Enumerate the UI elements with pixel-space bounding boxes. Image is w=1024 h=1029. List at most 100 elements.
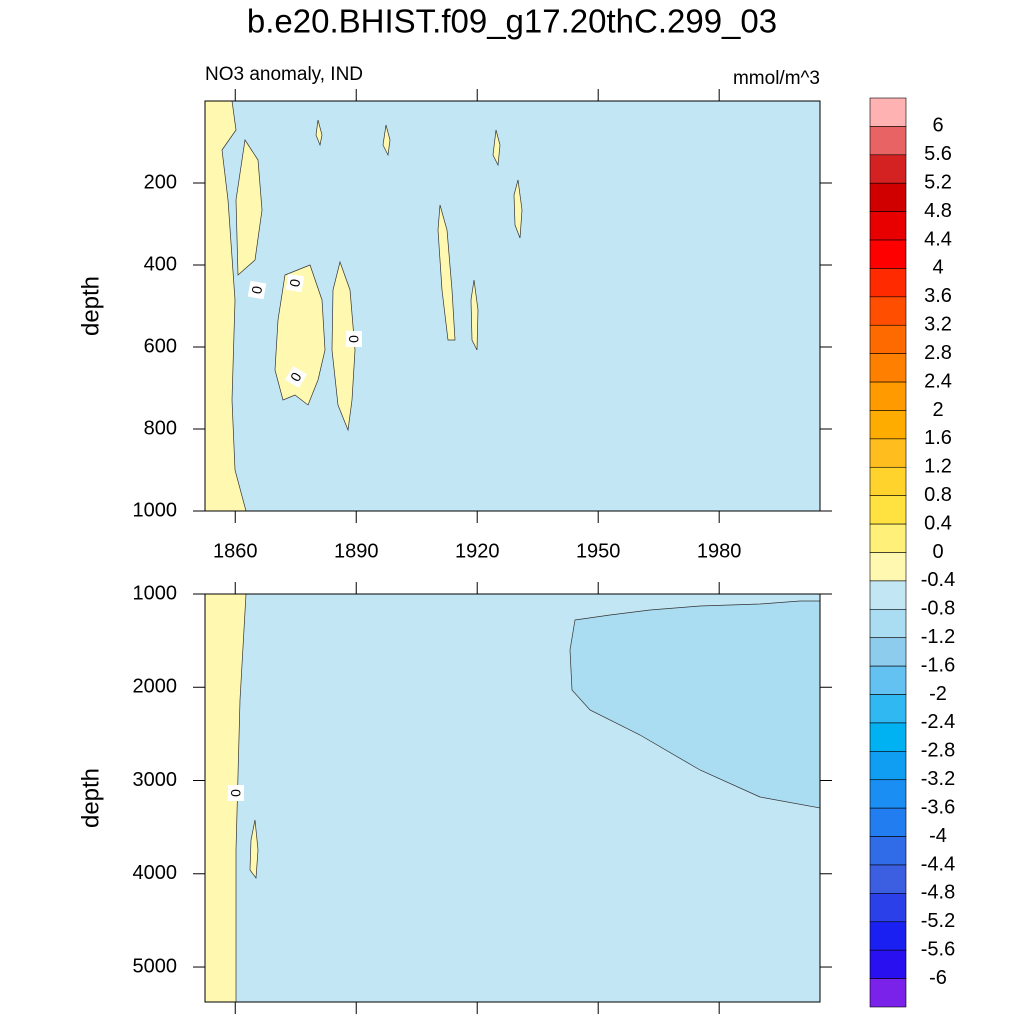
colorbar-label: -4.8 bbox=[921, 882, 955, 904]
colorbar-label: 2.8 bbox=[924, 342, 952, 364]
colorbar-label: -0.8 bbox=[921, 598, 955, 620]
colorbar-label: -6 bbox=[929, 967, 947, 989]
colorbar-label: -3.6 bbox=[921, 796, 955, 818]
y-tick-label: 4000 bbox=[133, 862, 178, 884]
colorbar-label: 1.2 bbox=[924, 456, 952, 478]
colorbar-label: -2.8 bbox=[921, 740, 955, 762]
colorbar-label: 5.6 bbox=[924, 143, 952, 165]
colorbar-label: -5.2 bbox=[921, 910, 955, 932]
colorbar-box bbox=[869, 921, 907, 951]
colorbar-label: 2 bbox=[932, 399, 943, 421]
y-axis-label: depth bbox=[77, 276, 104, 336]
colorbar-box bbox=[869, 324, 907, 354]
colorbar-box bbox=[869, 126, 907, 156]
colorbar-box bbox=[869, 296, 907, 326]
colorbar-label: 4.8 bbox=[924, 200, 952, 222]
contour-region bbox=[274, 264, 326, 406]
contour-label: 0 bbox=[346, 335, 362, 343]
colorbar-box bbox=[869, 836, 907, 866]
colorbar-box bbox=[869, 637, 907, 667]
colorbar-box bbox=[869, 978, 907, 1008]
colorbar-label: 0 bbox=[932, 541, 943, 563]
colorbar-box bbox=[869, 665, 907, 695]
colorbar-box bbox=[869, 864, 907, 894]
contour-region bbox=[513, 179, 523, 239]
colorbar-box bbox=[869, 694, 907, 724]
contour-label-box bbox=[346, 331, 362, 347]
colorbar-box bbox=[869, 751, 907, 781]
colorbar-box bbox=[869, 580, 907, 610]
colorbar-label: 0.4 bbox=[924, 512, 952, 534]
contour-label: 0 bbox=[228, 789, 244, 797]
plot-frame bbox=[204, 593, 821, 1003]
contour-label-group: 0 bbox=[285, 273, 305, 293]
contour-region bbox=[249, 819, 259, 879]
contour-label-group: 0 bbox=[228, 785, 244, 801]
colorbar-box bbox=[869, 523, 907, 553]
colorbar-box bbox=[869, 807, 907, 837]
colorbar-label: -2.4 bbox=[921, 711, 955, 733]
contour-label-group: 0 bbox=[247, 280, 267, 300]
contour-region bbox=[437, 204, 456, 341]
plot-frame bbox=[204, 100, 821, 512]
chart-title: b.e20.BHIST.f09_g17.20thC.299_03 bbox=[247, 3, 777, 40]
contour-region bbox=[331, 260, 356, 432]
contour-region bbox=[492, 129, 501, 167]
y-tick-label: 400 bbox=[144, 253, 177, 275]
colorbar-label: -1.6 bbox=[921, 654, 955, 676]
colorbar-box bbox=[869, 353, 907, 383]
y-tick-label: 600 bbox=[144, 335, 177, 357]
colorbar-label: -5.6 bbox=[921, 938, 955, 960]
contour-label-group: 0 bbox=[285, 366, 307, 388]
y-axis-label: depth bbox=[77, 768, 104, 828]
left-label: NO3 anomaly, IND bbox=[205, 64, 363, 85]
x-tick-label: 1950 bbox=[576, 540, 621, 562]
colorbar-box bbox=[869, 381, 907, 411]
contour-label-box bbox=[285, 366, 307, 388]
contour-label: 0 bbox=[286, 278, 303, 289]
colorbar-box bbox=[869, 466, 907, 496]
colorbar-label: -4.4 bbox=[921, 853, 955, 875]
colorbar-label: -4 bbox=[929, 825, 947, 847]
colorbar-box bbox=[869, 438, 907, 468]
y-tick-label: 5000 bbox=[133, 955, 178, 977]
colorbar-box bbox=[869, 495, 907, 525]
contour-region bbox=[235, 139, 263, 276]
contour-region bbox=[470, 279, 479, 351]
y-tick-label: 1000 bbox=[133, 499, 178, 521]
contour-label-group: 0 bbox=[346, 331, 362, 347]
y-tick-label: 1000 bbox=[133, 582, 178, 604]
colorbar-box bbox=[869, 552, 907, 582]
colorbar-label: -2 bbox=[929, 683, 947, 705]
colorbar-box bbox=[869, 949, 907, 979]
colorbar-box bbox=[869, 779, 907, 809]
colorbar-label: -1.2 bbox=[921, 626, 955, 648]
colorbar-box bbox=[869, 410, 907, 440]
contour-label: 0 bbox=[248, 285, 265, 296]
colorbar-label: 5.2 bbox=[924, 172, 952, 194]
y-tick-label: 200 bbox=[144, 171, 177, 193]
colorbar-label: 4 bbox=[932, 257, 943, 279]
colorbar-box bbox=[869, 893, 907, 923]
x-tick-label: 1890 bbox=[334, 540, 379, 562]
colorbar-box bbox=[869, 268, 907, 298]
colorbar-label: 6 bbox=[932, 115, 943, 137]
contour-region bbox=[382, 124, 391, 157]
contour-label-box bbox=[285, 273, 305, 293]
colorbar-label: 2.4 bbox=[924, 370, 952, 392]
x-tick-label: 1920 bbox=[455, 540, 500, 562]
colorbar-box bbox=[869, 211, 907, 241]
right-label: mmol/m^3 bbox=[733, 68, 820, 89]
contour-region bbox=[315, 119, 323, 147]
colorbar-box bbox=[869, 239, 907, 269]
colorbar-label: 3.6 bbox=[924, 285, 952, 307]
colorbar-box bbox=[869, 154, 907, 184]
contour-label-box bbox=[247, 280, 267, 300]
colorbar-box bbox=[869, 722, 907, 752]
contour-label-box bbox=[228, 785, 244, 801]
x-tick-label: 1860 bbox=[213, 540, 258, 562]
colorbar-label: 3.2 bbox=[924, 314, 952, 336]
colorbar-box bbox=[869, 97, 907, 127]
